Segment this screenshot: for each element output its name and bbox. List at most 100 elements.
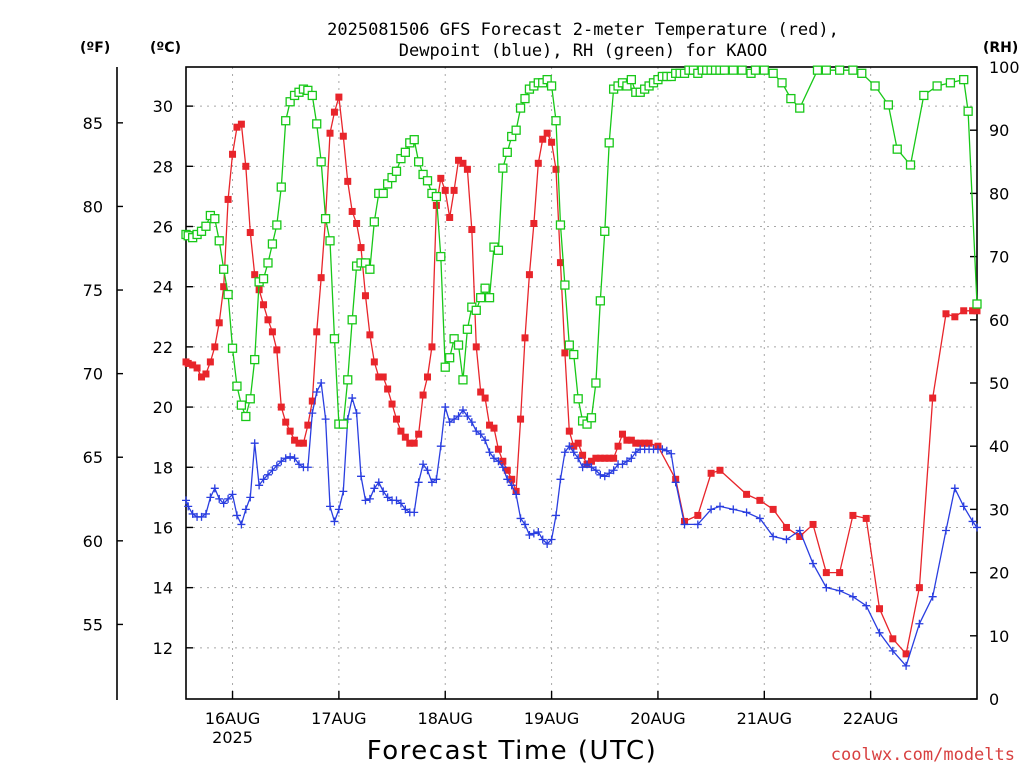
date-tick-label: 20AUG: [630, 709, 685, 728]
rh-point: [471, 305, 481, 315]
temperature-point: [463, 165, 471, 173]
dewpoint-point: [835, 586, 844, 595]
dewpoint-point: [596, 470, 605, 479]
dewpoint-point: [822, 583, 831, 592]
dewpoint-point: [334, 505, 343, 514]
rh-point: [848, 65, 858, 75]
dewpoint-point: [715, 502, 724, 511]
dewpoint-point: [312, 388, 321, 397]
rh-point: [347, 315, 357, 325]
rh-point: [963, 106, 973, 116]
dewpoint-point: [574, 454, 583, 463]
dewpoint-point: [352, 409, 361, 418]
dewpoint-point: [241, 505, 250, 514]
dewpoint-point: [848, 592, 857, 601]
dewpoint-point: [973, 523, 981, 532]
dewpoint-point: [556, 475, 565, 484]
dewpoint-point: [565, 442, 574, 451]
dewpoint-point: [928, 592, 937, 601]
credit-text: coolwx.com/modelts: [831, 745, 1015, 765]
temperature-point: [915, 584, 923, 592]
rh-point: [905, 160, 916, 170]
temperature-point: [641, 439, 649, 447]
temperature-point: [623, 436, 631, 444]
series-layer: [181, 65, 982, 670]
rh-tick-label: 60: [989, 311, 1009, 330]
rh-point: [365, 264, 375, 274]
dewpoint-point: [512, 490, 521, 499]
temperature-point: [508, 475, 516, 483]
rh-point: [555, 220, 566, 230]
temperature-point: [494, 445, 502, 453]
rh-point: [413, 157, 424, 167]
rh-point: [223, 289, 233, 300]
temperature-point: [579, 451, 587, 459]
celsius-tick-label: 18: [153, 458, 173, 477]
dewpoint-point: [680, 520, 689, 529]
dewpoint-point: [543, 540, 552, 549]
temperature-point: [308, 397, 316, 405]
rh-point: [932, 81, 942, 91]
temperature-point: [446, 213, 454, 221]
year-label: 2025: [212, 728, 253, 747]
rh-point: [768, 68, 778, 78]
rh-point: [378, 188, 388, 199]
temperature-point: [437, 174, 445, 182]
temperature-point: [366, 331, 374, 339]
temperature-point: [317, 274, 325, 282]
temperature-point: [330, 108, 338, 116]
temperature-point: [184, 359, 192, 367]
dewpoint-point: [441, 403, 450, 412]
rh-point: [325, 236, 335, 246]
rh-point: [511, 125, 521, 135]
temperature-point: [388, 400, 396, 408]
dewpoint-point: [432, 475, 441, 484]
rh-point: [604, 138, 614, 148]
rh-tick-label: 40: [989, 437, 1009, 456]
temperature-point: [951, 313, 959, 321]
temperature-point: [490, 424, 498, 432]
fahrenheit-tick-label: 70: [83, 365, 103, 384]
dewpoint-point: [197, 512, 206, 521]
dewpoint-point: [489, 454, 498, 463]
temperature-point: [552, 165, 560, 173]
dewpoint-point: [631, 448, 640, 457]
rh-tick-label: 30: [989, 500, 1009, 519]
temperature-point: [375, 373, 383, 381]
rh-point: [272, 220, 282, 230]
dewpoint-point: [210, 484, 219, 493]
temperature-point: [286, 427, 294, 435]
temperature-point: [295, 439, 303, 447]
dewpoint-point: [547, 535, 556, 544]
celsius-tick-label: 28: [153, 157, 173, 176]
dewpoint-point: [379, 487, 388, 496]
dewpoint-point: [507, 481, 516, 490]
rh-point: [462, 324, 473, 334]
rh-point: [560, 280, 570, 290]
temperature-point: [455, 156, 463, 164]
dewpoint-point: [259, 475, 268, 484]
dewpoint-point: [875, 628, 884, 637]
temperature-point: [960, 307, 968, 315]
rh-unit-label: (RH): [983, 40, 1018, 56]
tick-labels: 12 14 16 18 20 22 24 26 28 30 55 60 65 70 75 80 85 0 10 20 3…: [83, 58, 1020, 747]
temperature-point: [313, 328, 321, 336]
dewpoint-point: [516, 514, 525, 523]
temperature-point: [326, 129, 334, 137]
rh-point: [520, 93, 530, 104]
rh-point: [564, 340, 574, 350]
fahrenheit-unit-label: (ºF): [80, 40, 110, 56]
rh-point: [232, 381, 242, 391]
temperature-point: [929, 394, 937, 402]
dewpoint-point: [521, 520, 529, 529]
temperature-point: [229, 150, 237, 158]
temperature-point: [237, 120, 245, 128]
rh-point: [795, 103, 805, 113]
rh-point: [972, 299, 982, 309]
dewpoint-point: [769, 532, 778, 541]
dewpoint-point: [494, 457, 503, 466]
rh-point: [436, 251, 446, 262]
temperature-point: [849, 511, 857, 519]
date-tick-label: 19AUG: [524, 709, 579, 728]
temperature-point: [636, 439, 644, 447]
